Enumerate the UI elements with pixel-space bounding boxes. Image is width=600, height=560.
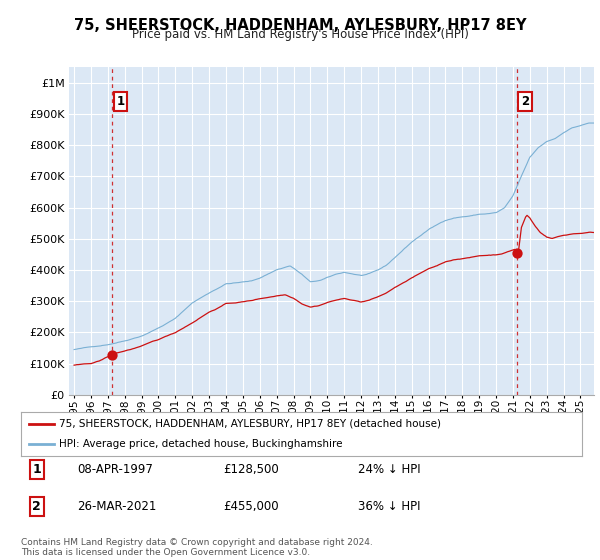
Text: 75, SHEERSTOCK, HADDENHAM, AYLESBURY, HP17 8EY: 75, SHEERSTOCK, HADDENHAM, AYLESBURY, HP… — [74, 18, 526, 33]
Text: 08-APR-1997: 08-APR-1997 — [77, 463, 153, 476]
Text: 2: 2 — [521, 95, 529, 108]
Text: 2: 2 — [32, 500, 41, 513]
Text: 1: 1 — [116, 95, 125, 108]
Text: HPI: Average price, detached house, Buckinghamshire: HPI: Average price, detached house, Buck… — [59, 439, 343, 449]
Text: Price paid vs. HM Land Registry's House Price Index (HPI): Price paid vs. HM Land Registry's House … — [131, 28, 469, 41]
Text: Contains HM Land Registry data © Crown copyright and database right 2024.
This d: Contains HM Land Registry data © Crown c… — [21, 538, 373, 557]
Point — [107, 350, 117, 359]
Text: £455,000: £455,000 — [223, 500, 278, 513]
Text: 26-MAR-2021: 26-MAR-2021 — [77, 500, 157, 513]
Text: 36% ↓ HPI: 36% ↓ HPI — [358, 500, 420, 513]
Point — [512, 249, 521, 258]
Text: 24% ↓ HPI: 24% ↓ HPI — [358, 463, 420, 476]
Text: £128,500: £128,500 — [223, 463, 279, 476]
Text: 1: 1 — [32, 463, 41, 476]
Text: 75, SHEERSTOCK, HADDENHAM, AYLESBURY, HP17 8EY (detached house): 75, SHEERSTOCK, HADDENHAM, AYLESBURY, HP… — [59, 419, 441, 429]
